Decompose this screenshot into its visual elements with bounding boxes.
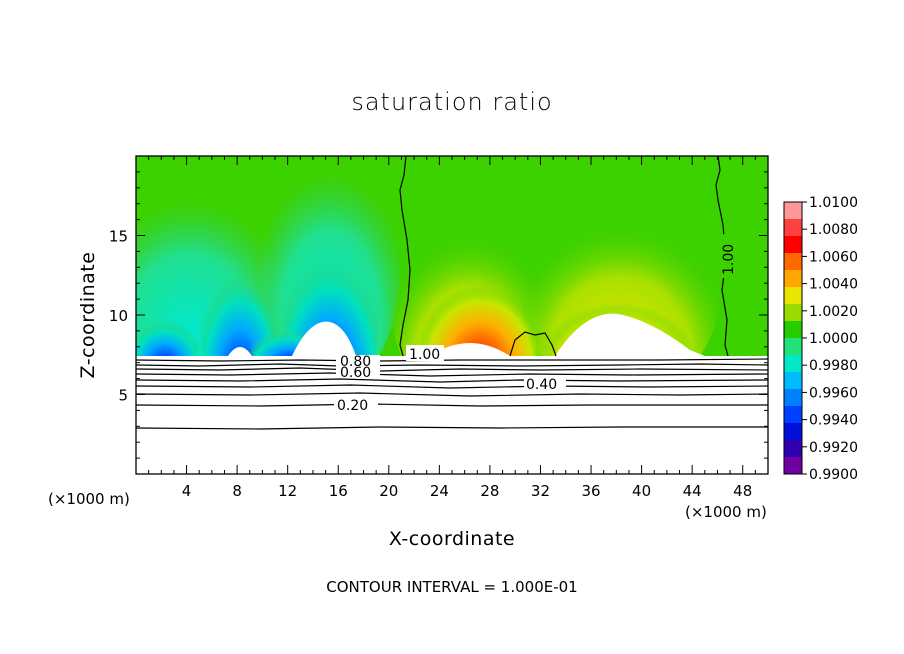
colorbar-label: 0.9940 — [809, 413, 858, 429]
y-axis-unit: (×1000 m) — [48, 490, 130, 508]
colorbar-swatch — [784, 406, 802, 424]
contour-label-0.20: 0.20 — [337, 398, 368, 414]
contour-label-0.60: 0.60 — [340, 365, 371, 381]
contour-line-0.50 — [136, 378, 768, 383]
colorbar-swatch — [784, 338, 802, 356]
x-tick-label: 20 — [379, 482, 398, 500]
x-tick-label: 16 — [329, 482, 348, 500]
cloud-region-3 — [430, 343, 510, 356]
x-axis-unit: (×1000 m) — [685, 503, 767, 521]
colorbar-label: 1.0080 — [809, 222, 858, 238]
colorbar-label: 1.0000 — [809, 331, 858, 347]
x-tick-label: 12 — [278, 482, 297, 500]
contour-label-0.80: 0.80 — [340, 354, 371, 370]
contour-line-0.30 — [136, 392, 768, 397]
cloud-region-4 — [555, 313, 705, 356]
x-axis-label: X-coordinate — [388, 528, 516, 550]
colorbar-label: 0.9900 — [809, 467, 858, 483]
x-tick-label: 44 — [683, 482, 702, 500]
contour-line-1.00-hill — [509, 331, 557, 357]
x-tick-label: 28 — [480, 482, 499, 500]
contour-line-0.80 — [136, 363, 768, 367]
colorbar-swatch — [784, 355, 802, 373]
contour-line-0.20 — [136, 403, 768, 407]
colorbar-label: 1.0020 — [809, 304, 858, 320]
contour-interval-note: CONTOUR INTERVAL = 1.000E-01 — [326, 578, 578, 596]
contour-line-0.10 — [136, 426, 768, 430]
colorbar-swatch — [784, 423, 802, 441]
y-axis-label: Z-coordinate — [77, 251, 99, 379]
colorbar-swatch — [784, 219, 802, 237]
colorbar-label: 1.0040 — [809, 277, 858, 293]
colorbar-label: 0.9920 — [809, 440, 858, 456]
colorbar-swatch — [784, 287, 802, 305]
chart-title: saturation ratio — [351, 88, 553, 116]
cloud-region-2 — [292, 321, 356, 356]
colorbar-swatch — [784, 389, 802, 407]
contour-label-0.40: 0.40 — [526, 377, 557, 393]
y-tick-label: 10 — [109, 307, 128, 325]
contour-line-1.00-left — [399, 156, 411, 357]
contour-line-0.60 — [136, 372, 768, 377]
x-tick-label: 48 — [733, 482, 752, 500]
colorbar-label: 1.0100 — [809, 195, 858, 211]
x-tick-label: 36 — [581, 482, 600, 500]
colorbar-swatch — [784, 304, 802, 322]
heatmap-field: 1.00 1.00 0.80 0.60 0.40 0.20 — [136, 156, 768, 474]
colorbar-label: 1.0060 — [809, 249, 858, 265]
contour-label-1.00-left: 1.00 — [409, 347, 440, 363]
colorbar-label: 0.9960 — [809, 385, 858, 401]
contour-label-1.00-right: 1.00 — [721, 244, 737, 275]
contour-line-0.70 — [136, 367, 768, 372]
x-tick-label: 32 — [531, 482, 550, 500]
lower-layer — [136, 356, 768, 474]
colorbar-swatch — [784, 372, 802, 390]
colorbar-label: 0.9980 — [809, 358, 858, 374]
colorbar-swatch — [784, 236, 802, 254]
colorbar-swatch — [784, 440, 802, 458]
contour-lines — [136, 156, 768, 430]
colorbar-swatch — [784, 321, 802, 339]
cloud-region-1 — [228, 347, 252, 356]
colorbar-swatch — [784, 202, 802, 220]
colorbar-swatch — [784, 457, 802, 475]
colorbar-swatch — [784, 253, 802, 271]
y-tick-label: 15 — [109, 228, 128, 246]
y-tick-label: 5 — [118, 387, 128, 405]
colorbar: 1.0100 1.0080 1.0060 1.0040 1.0020 1.0000 0.99… — [783, 195, 858, 483]
colorbar-swatch — [784, 270, 802, 288]
x-tick-label: 8 — [232, 482, 242, 500]
x-tick-label: 40 — [632, 482, 651, 500]
x-tick-label: 24 — [430, 482, 449, 500]
x-tick-label: 4 — [182, 482, 192, 500]
contour-line-0.40 — [136, 384, 768, 389]
